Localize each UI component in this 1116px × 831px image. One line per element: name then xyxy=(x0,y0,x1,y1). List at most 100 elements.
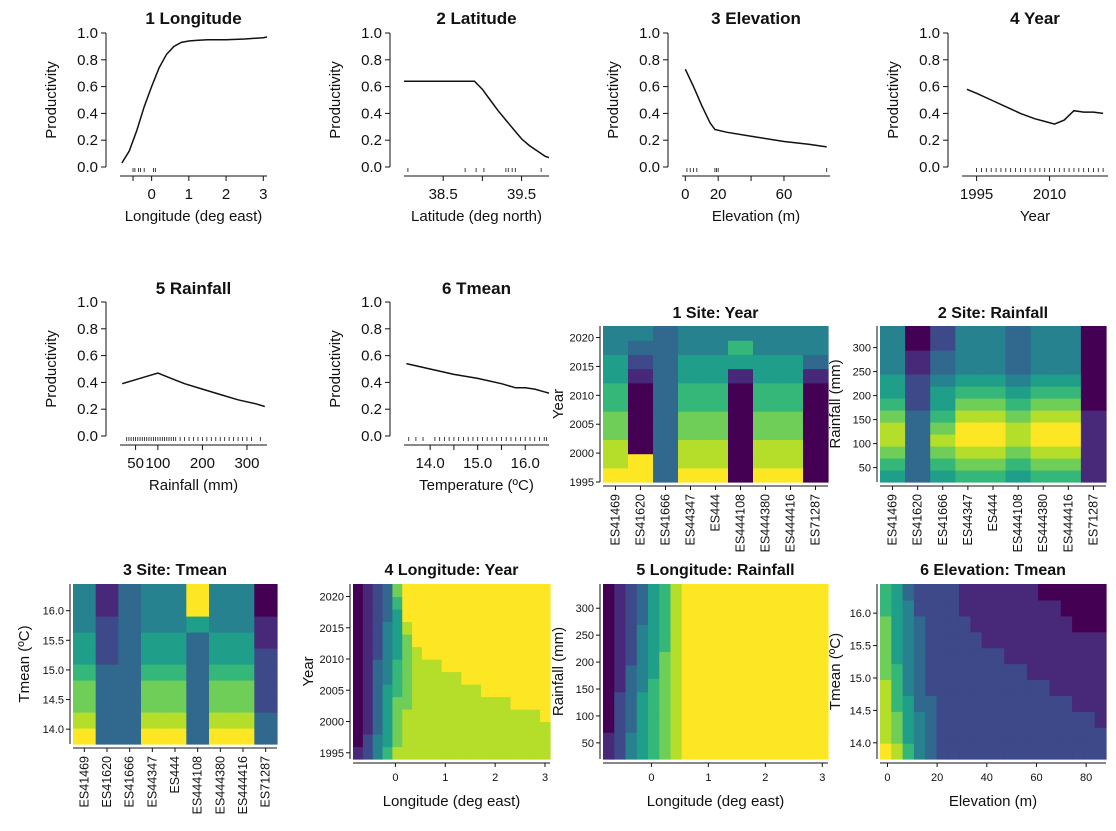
heatmap-cell xyxy=(880,422,906,435)
plot-title: 1 Site: Year xyxy=(673,305,759,322)
heatmap-cell xyxy=(930,434,956,447)
heatmap-cell xyxy=(372,609,384,623)
heatmap-cell xyxy=(441,734,453,748)
heatmap-cell xyxy=(421,634,433,648)
heatmap-cell xyxy=(703,439,729,455)
heatmap-cell xyxy=(738,705,750,720)
heatmap-cell xyxy=(500,684,512,698)
heatmap-cell xyxy=(693,584,705,599)
heatmap-cell xyxy=(231,648,255,665)
heatmap-cell xyxy=(993,584,1005,601)
heatmap-cell xyxy=(681,732,694,747)
heatmap-cell xyxy=(1060,615,1073,633)
heatmap-cell xyxy=(412,621,423,635)
heatmap-cell xyxy=(1026,743,1039,760)
heatmap-cell xyxy=(141,632,165,649)
heatmap-cell xyxy=(936,584,949,601)
heatmap-cell xyxy=(118,584,142,601)
heatmap-cell xyxy=(659,678,672,693)
heatmap-cell xyxy=(913,727,926,744)
heatmap-cell xyxy=(163,664,187,681)
heatmap-cell xyxy=(451,746,462,760)
heatmap-cell xyxy=(993,695,1005,712)
heatmap-cell xyxy=(451,621,462,635)
heatmap-cell xyxy=(530,721,541,735)
heatmap-cell xyxy=(783,745,795,760)
heatmap-cell xyxy=(603,718,615,733)
heatmap-cell xyxy=(771,610,784,625)
heatmap-cell xyxy=(753,326,779,341)
heatmap-cell xyxy=(73,712,97,729)
heatmap-cell xyxy=(1072,711,1084,728)
heatmap-cell xyxy=(603,340,629,355)
x-tick-label: 40 xyxy=(981,772,993,784)
heatmap-cell xyxy=(412,721,423,735)
heatmap-cell xyxy=(1083,584,1096,601)
heatmap-cell xyxy=(970,631,983,649)
heatmap-cell xyxy=(947,631,960,649)
heatmap-cell xyxy=(372,721,384,735)
heatmap-cell xyxy=(803,467,829,483)
x-tick-label: 2010 xyxy=(1033,186,1066,203)
heatmap-cell xyxy=(783,732,795,747)
heatmap-cell xyxy=(980,386,1007,399)
plot-title: 3 Elevation xyxy=(711,9,801,28)
y-tick-label: 0.0 xyxy=(77,428,98,445)
heatmap-cell xyxy=(880,663,892,681)
heatmap-cell xyxy=(1005,386,1032,399)
heatmap-cell xyxy=(905,446,931,459)
heatmap-cell xyxy=(670,718,683,733)
y-tick-label: 0.4 xyxy=(77,105,98,122)
heatmap-cell xyxy=(704,597,717,612)
heatmap-cell xyxy=(659,597,672,612)
heatmap-cell xyxy=(412,684,423,698)
y-axis-label: Productivity xyxy=(43,61,60,139)
heatmap-cell xyxy=(936,615,949,633)
heatmap-cell xyxy=(141,616,165,633)
heatmap-cell xyxy=(1038,599,1051,617)
heatmap-cell xyxy=(1094,711,1107,728)
heatmap-cell xyxy=(520,584,531,598)
heatmap-cell xyxy=(648,732,660,747)
heatmap-cell xyxy=(540,659,551,673)
heatmap-cell xyxy=(980,350,1007,363)
heatmap-cell xyxy=(353,621,364,635)
heatmap-cell xyxy=(1005,470,1032,483)
heatmap-cell xyxy=(1080,422,1107,435)
heatmap-cell xyxy=(670,597,683,612)
heatmap-cell xyxy=(1030,362,1057,375)
heatmap-cell xyxy=(603,664,615,679)
heatmap-cell xyxy=(738,718,750,733)
x-category-label: ES444108 xyxy=(191,756,205,814)
heatmap-cell xyxy=(603,396,629,412)
heatmap-cell xyxy=(728,439,754,455)
heatmap-cell xyxy=(1080,362,1107,375)
heatmap-cell xyxy=(681,610,694,625)
heatmap-cell xyxy=(1030,350,1057,363)
heatmap-cell xyxy=(704,651,717,666)
heatmap-cell xyxy=(981,631,994,649)
heatmap-cell xyxy=(1004,679,1017,696)
heatmap-cell xyxy=(441,634,453,648)
heatmap-cell xyxy=(603,705,615,720)
heatmap-cell xyxy=(760,705,773,720)
heatmap-cell xyxy=(749,705,762,720)
heatmap-cell xyxy=(1080,398,1107,411)
heatmap-cell xyxy=(681,584,694,599)
heatmap-cell xyxy=(614,651,627,666)
heatmap-cell xyxy=(1004,727,1017,744)
heatmap-cell xyxy=(930,446,956,459)
heatmap-cell xyxy=(678,425,704,441)
heatmap-cell xyxy=(778,439,804,455)
heatmap-cell xyxy=(726,718,739,733)
heatmap-cell xyxy=(1055,470,1082,483)
heatmap-cell xyxy=(1026,647,1039,665)
heatmap-cell xyxy=(930,386,956,399)
heatmap-cell xyxy=(461,621,472,635)
heatmap-cell xyxy=(715,664,728,679)
y-tick-label: 0.0 xyxy=(361,428,382,445)
heatmap-cell xyxy=(648,691,660,706)
heatmap-cell xyxy=(670,678,683,693)
x-category-label: ES44347 xyxy=(145,756,159,807)
heatmap-cell xyxy=(1055,410,1082,423)
